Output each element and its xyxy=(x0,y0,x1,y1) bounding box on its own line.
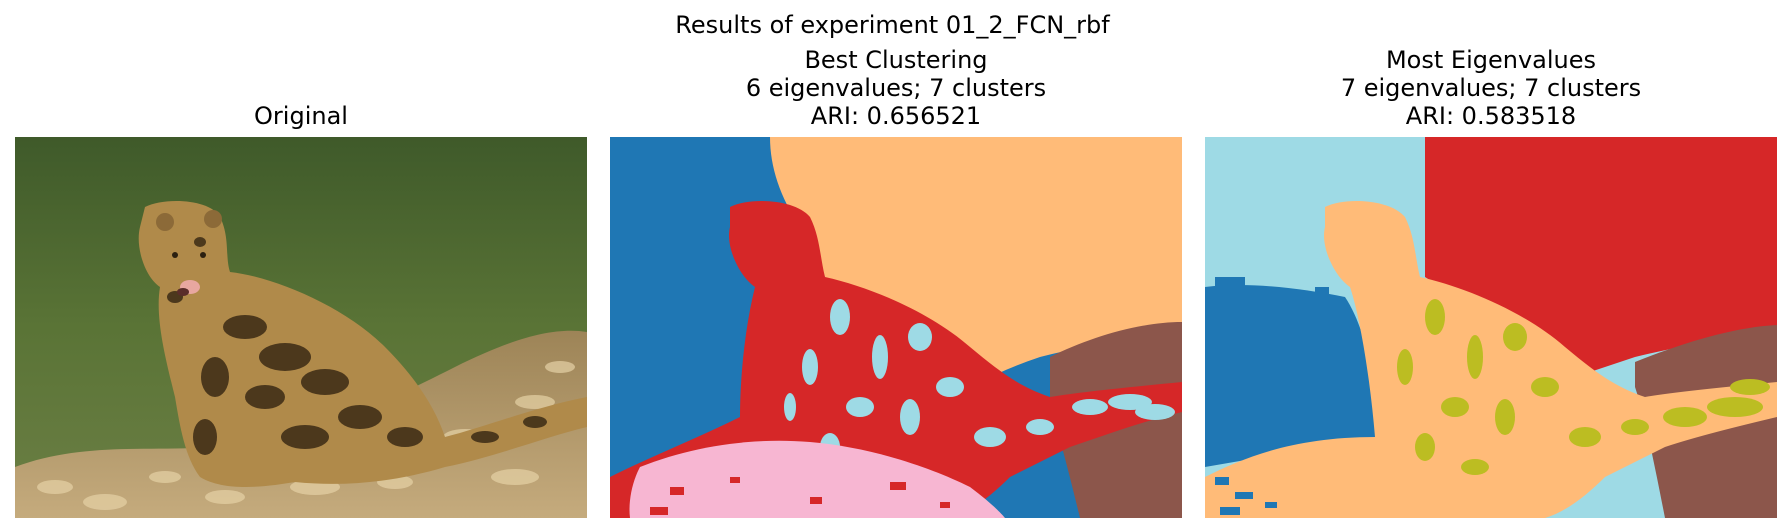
panel-best-clustering: Best Clustering 6 eigenvalues; 7 cluster… xyxy=(610,0,1182,532)
segment-blue-noise xyxy=(1215,277,1329,515)
segment-orange xyxy=(770,137,1182,387)
panel-original: Original xyxy=(15,0,587,532)
panel-most-title-line3: ARI: 0.583518 xyxy=(1405,102,1577,130)
panel-best-title-line3: ARI: 0.656521 xyxy=(810,102,982,130)
segment-pink xyxy=(629,440,1005,518)
panel-best-title-line2: 6 eigenvalues; 7 clusters xyxy=(745,74,1047,102)
most-eigenvalues-segmentation xyxy=(1205,137,1777,518)
figure-suptitle: Results of experiment 01_2_FCN_rbf xyxy=(675,11,1110,39)
panel-most-eigenvalues: Most Eigenvalues 7 eigenvalues; 7 cluste… xyxy=(1205,0,1777,532)
segment-blue xyxy=(1205,285,1380,467)
segment-orange xyxy=(1205,201,1777,518)
panel-most-title-line2: 7 eigenvalues; 7 clusters xyxy=(1340,74,1642,102)
best-clustering-segmentation xyxy=(610,137,1182,518)
panel-most-title-line1: Most Eigenvalues xyxy=(1385,46,1597,74)
segment-olive-spots xyxy=(1397,299,1770,475)
rocky-ground xyxy=(15,330,587,518)
panel-best-title-line1: Best Clustering xyxy=(804,46,988,74)
rock-texture xyxy=(37,361,575,510)
original-photo xyxy=(15,137,587,518)
panel-original-title: Original xyxy=(254,102,348,130)
leopard-figure xyxy=(138,201,587,487)
segment-red xyxy=(610,201,1182,518)
segment-red-noise xyxy=(650,477,950,515)
